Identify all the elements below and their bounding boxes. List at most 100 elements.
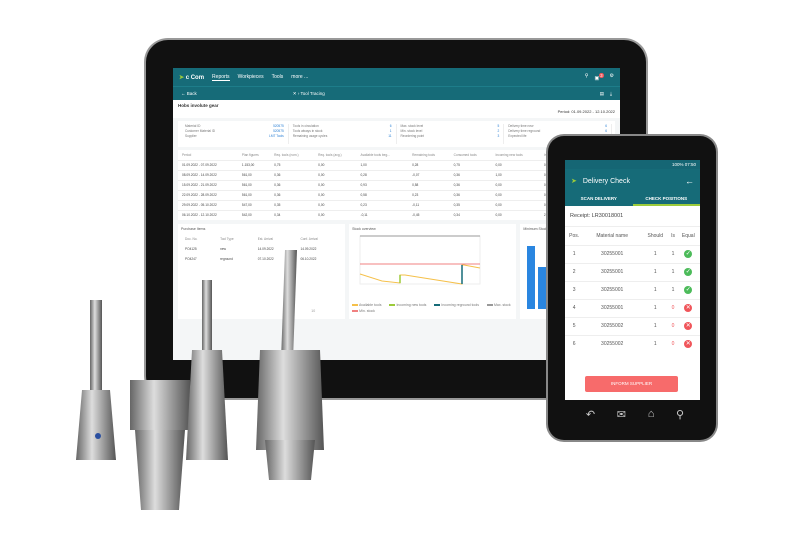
back-arrow-icon[interactable]: ← <box>685 176 694 186</box>
info-row: Tools always in stock 1 <box>293 129 392 134</box>
table-cell: 0,75 <box>449 159 492 170</box>
info-value[interactable]: 5 <box>497 124 500 128</box>
info-row: Tools in circulation 6 <box>293 124 392 129</box>
table-cell: 542,00 <box>237 209 271 220</box>
table-cell: 1,00 <box>356 159 409 170</box>
info-value[interactable]: 3 <box>497 134 500 138</box>
period-table: Period Plan figures Req. tools (nom.) Req. … <box>178 150 615 220</box>
table-cell: 0,35 <box>270 199 315 210</box>
info-value[interactable]: 6 <box>605 124 607 128</box>
table-cell: 561,00 <box>237 179 271 190</box>
info-value[interactable]: 520575 <box>273 124 284 128</box>
column-header: Should <box>647 232 664 239</box>
info-value[interactable]: 6 <box>389 124 392 128</box>
cell-material: 30255001 <box>583 244 642 263</box>
table-cell: 0,36 <box>449 169 492 180</box>
cell-pos: 2 <box>565 262 584 281</box>
info-value[interactable]: 6 <box>605 129 607 133</box>
search-icon[interactable]: ⚲ <box>584 72 589 79</box>
tab-check-positions[interactable]: CHECK POSITIONS <box>632 193 700 206</box>
settings-icon[interactable]: ⚙ <box>609 72 614 79</box>
nav-workpieces[interactable]: Workpieces <box>237 74 264 80</box>
table-cell: 07.10.2022 <box>257 257 274 261</box>
table-cell: 29.09.2022 - 05.10.2022 <box>178 199 238 210</box>
table-cell: -0,11 <box>408 199 450 210</box>
table-cell: 547,00 <box>237 199 271 210</box>
info-panel: Material ID 520575 Customer Material ID 520… <box>178 121 615 147</box>
column-header: Tool Type <box>220 237 234 241</box>
cell-is: 1 <box>669 280 677 299</box>
download-icon[interactable]: ⤓ <box>610 90 612 96</box>
info-row: Material ID 520575 <box>185 124 284 129</box>
inform-supplier-button[interactable]: INFORM SUPPLIER <box>585 376 678 392</box>
cell-equal: ✓ <box>676 244 700 263</box>
card-title: Purchase Items <box>181 227 206 231</box>
cell-is: 1 <box>669 244 677 263</box>
nav-more[interactable]: more ... <box>291 74 309 80</box>
table-cell: 0,36 <box>270 189 315 200</box>
info-value[interactable]: 1 <box>389 129 392 133</box>
info-value[interactable]: 2 <box>497 129 500 133</box>
search-key-icon[interactable]: ⚲ <box>676 409 685 421</box>
check-icon: ✓ <box>684 286 693 294</box>
close-icon[interactable]: ✕ <box>292 90 297 96</box>
table-cell: 0,34 <box>449 209 492 220</box>
position-row: 4 30255001 1 0 ✕ <box>565 298 700 317</box>
table-cell: 15.09.2022 - 21.09.2022 <box>178 179 238 190</box>
table-cell: 0,36 <box>449 189 492 200</box>
table-cell: 561,00 <box>237 189 271 200</box>
error-icon: ✕ <box>684 322 693 330</box>
info-row: Max. stock level 5 <box>401 124 500 129</box>
cell-material: 30255002 <box>583 334 642 353</box>
phone-screen: 100% 07:50 ➤ Delivery Check ← SCAN DELIVER… <box>565 160 700 400</box>
table-cell: -0,07 <box>408 169 450 180</box>
cell-equal: ✕ <box>676 334 700 353</box>
info-row: Supplier LMT Tools <box>185 134 284 139</box>
table-cell: 1,00 <box>491 169 540 180</box>
info-label: Customer Material ID <box>185 129 216 133</box>
cart-badge: 3 <box>599 72 604 78</box>
table-cell: -0,11 <box>356 209 409 220</box>
cell-is: 1 <box>669 262 677 281</box>
positions-table: Pos. Material name Should Is Equal 1 30255001 1… <box>565 227 700 353</box>
info-value[interactable]: LMT Tools <box>269 134 284 138</box>
column-header: Remaining tools <box>412 152 435 157</box>
export-icon[interactable]: ▤ <box>599 90 604 96</box>
column-header: Doc. No. <box>185 237 198 241</box>
info-value[interactable]: 11 <box>388 134 392 138</box>
table-cell: 0,34 <box>270 209 315 220</box>
legend-item: Available tools <box>352 303 381 307</box>
per-page-select[interactable]: 10 <box>311 309 316 313</box>
info-row: Customer Material ID 520575 <box>185 129 284 134</box>
table-cell: 0,00 <box>314 189 357 200</box>
info-label: Tools always in stock <box>292 129 323 133</box>
tab-scan-delivery[interactable]: SCAN DELIVERY <box>580 196 617 201</box>
table-cell: 01.09.2022 - 07.09.2022 <box>178 159 238 170</box>
table-cell: 14.09.2022 <box>257 247 274 251</box>
back-button[interactable]: ← Back <box>181 91 197 96</box>
info-value[interactable]: 520575 <box>273 129 284 133</box>
table-cell: 561,00 <box>237 169 271 180</box>
column-header: Equal <box>681 232 695 239</box>
cell-should: 1 <box>641 298 670 317</box>
error-icon: ✕ <box>684 340 693 349</box>
column-header: Period <box>182 152 192 157</box>
nav-reports[interactable]: Reports <box>212 73 230 81</box>
column-header: Plan figures <box>241 152 259 157</box>
mail-key-icon[interactable]: ✉ <box>616 409 626 421</box>
check-icon: ✓ <box>684 250 693 258</box>
cell-equal: ✕ <box>676 316 700 335</box>
info-label: Remaining usage cycles <box>292 134 328 138</box>
cart-icon[interactable]: ▣3 <box>594 72 604 82</box>
legend-label: Incoming new tools <box>396 303 427 307</box>
table-cell: 0,28 <box>356 169 409 180</box>
back-key-icon[interactable]: ↶ <box>585 409 596 421</box>
home-key-icon[interactable]: ⌂ <box>647 408 655 420</box>
position-row: 1 30255001 1 1 ✓ <box>565 244 700 263</box>
cell-pos: 3 <box>565 280 584 299</box>
cell-pos: 6 <box>565 334 584 353</box>
cell-pos: 1 <box>565 244 584 263</box>
app-bar: ➤ Delivery Check ← <box>565 169 700 193</box>
nav-tools[interactable]: Tools <box>271 74 284 80</box>
cell-material: 30255001 <box>583 262 642 281</box>
